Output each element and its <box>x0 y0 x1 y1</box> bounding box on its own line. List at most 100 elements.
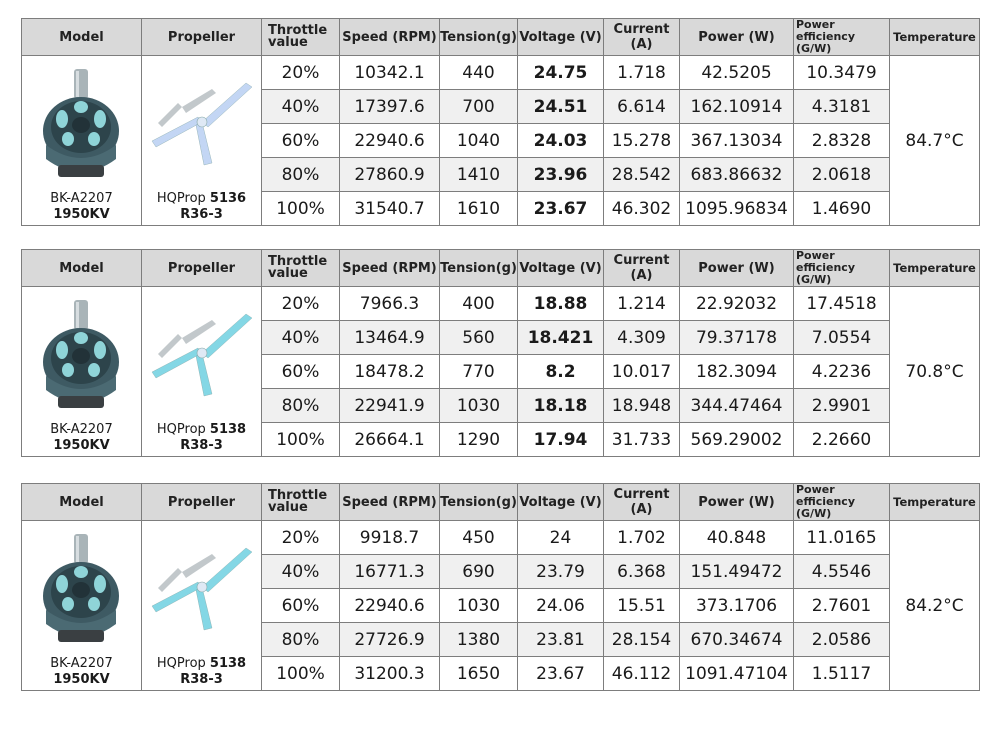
header-row: Model Propeller Throttle value Speed (RP… <box>21 483 980 521</box>
throttle-cell: 100% <box>261 191 340 226</box>
current-cell: 15.278 <box>603 123 680 158</box>
temperature-cell: 84.2°C <box>889 520 980 691</box>
efficiency-cell: 11.0165 <box>793 520 890 555</box>
speed-cell: 18478.2 <box>339 354 440 389</box>
table-row: 100% 31200.3 1650 23.67 46.112 1091.47104 1.51… <box>22 656 980 691</box>
current-cell: 46.302 <box>603 191 680 226</box>
model-cell: BK-A2207 1950KV <box>21 55 142 226</box>
model-kv: 1950KV <box>53 671 110 687</box>
speed-cell: 22940.6 <box>339 123 440 158</box>
efficiency-cell: 10.3479 <box>793 55 890 90</box>
tension-cell: 1290 <box>439 422 518 457</box>
propeller-icon <box>151 82 253 165</box>
table-row: 100% 31540.7 1610 23.67 46.302 1095.96834 1.46… <box>22 191 980 226</box>
speed-cell: 31540.7 <box>339 191 440 226</box>
model-name: BK-A2207 <box>50 190 113 206</box>
header-throttle: Throttle value <box>261 483 340 521</box>
throttle-cell: 60% <box>261 354 340 389</box>
header-temperature: Temperature <box>889 249 980 287</box>
throttle-cell: 60% <box>261 123 340 158</box>
header-current: Current (A) <box>603 249 680 287</box>
voltage-cell: 24.03 <box>517 123 604 158</box>
speed-cell: 17397.6 <box>339 89 440 124</box>
tension-cell: 1380 <box>439 622 518 657</box>
tension-cell: 1030 <box>439 388 518 423</box>
current-cell: 1.718 <box>603 55 680 90</box>
speed-cell: 16771.3 <box>339 554 440 589</box>
table-row: BK-A2207 1950KV HQProp 5138 R38-3 20% 991… <box>21 520 980 691</box>
temperature-cell: 70.8°C <box>889 286 980 457</box>
speed-cell: 31200.3 <box>339 656 440 691</box>
efficiency-cell: 2.7601 <box>793 588 890 623</box>
header-efficiency: Power efficiency (G/W) <box>793 249 890 287</box>
tension-cell: 1040 <box>439 123 518 158</box>
header-propeller: Propeller <box>141 483 262 521</box>
header-model: Model <box>21 18 142 56</box>
voltage-cell: 24.51 <box>517 89 604 124</box>
power-cell: 162.10914 <box>679 89 794 124</box>
table-row: BK-A2207 1950KV HQProp 5138 R38-3 20% 796… <box>21 286 980 457</box>
tension-cell: 1610 <box>439 191 518 226</box>
power-cell: 42.5205 <box>679 55 794 90</box>
throttle-cell: 20% <box>261 286 340 321</box>
motor-icon <box>43 533 119 642</box>
speed-cell: 26664.1 <box>339 422 440 457</box>
throttle-cell: 80% <box>261 622 340 657</box>
header-speed: Speed (RPM) <box>339 18 440 56</box>
motor-test-table-1: Model Propeller Throttle value Speed (RP… <box>21 18 980 226</box>
power-cell: 182.3094 <box>679 354 794 389</box>
throttle-cell: 60% <box>261 588 340 623</box>
propeller-cell: HQProp 5136 R36-3 <box>141 55 262 226</box>
header-efficiency: Power efficiency (G/W) <box>793 483 890 521</box>
speed-cell: 27860.9 <box>339 157 440 192</box>
header-power: Power (W) <box>679 249 794 287</box>
speed-cell: 22941.9 <box>339 388 440 423</box>
voltage-cell: 24.75 <box>517 55 604 90</box>
header-tension: Tension(g) <box>439 18 518 56</box>
header-model: Model <box>21 249 142 287</box>
header-tension: Tension(g) <box>439 483 518 521</box>
header-power: Power (W) <box>679 18 794 56</box>
table-row: 60% 22940.6 1040 24.03 15.278 367.13034 2.8328 <box>22 123 980 158</box>
propeller-model: R38-3 <box>180 671 223 687</box>
current-cell: 6.614 <box>603 89 680 124</box>
motor-test-table-3: Model Propeller Throttle value Speed (RP… <box>21 483 980 691</box>
voltage-cell: 24.06 <box>517 588 604 623</box>
table-row: 80% 27726.9 1380 23.81 28.154 670.34674 2.0586 <box>22 622 980 657</box>
header-current: Current (A) <box>603 18 680 56</box>
current-cell: 46.112 <box>603 656 680 691</box>
tension-cell: 700 <box>439 89 518 124</box>
voltage-cell: 18.421 <box>517 320 604 355</box>
throttle-cell: 40% <box>261 89 340 124</box>
current-cell: 6.368 <box>603 554 680 589</box>
throttle-cell: 20% <box>261 520 340 555</box>
speed-cell: 13464.9 <box>339 320 440 355</box>
speed-cell: 27726.9 <box>339 622 440 657</box>
tension-cell: 770 <box>439 354 518 389</box>
header-speed: Speed (RPM) <box>339 249 440 287</box>
voltage-cell: 18.18 <box>517 388 604 423</box>
table-row: 40% 13464.9 560 18.421 4.309 79.37178 7.0554 <box>22 320 980 355</box>
current-cell: 4.309 <box>603 320 680 355</box>
throttle-cell: 80% <box>261 388 340 423</box>
propeller-brand: HQProp <box>156 190 206 206</box>
current-cell: 31.733 <box>603 422 680 457</box>
current-cell: 1.214 <box>603 286 680 321</box>
efficiency-cell: 1.4690 <box>793 191 890 226</box>
propeller-size: 5138 <box>209 421 247 437</box>
voltage-cell: 18.88 <box>517 286 604 321</box>
tension-cell: 1030 <box>439 588 518 623</box>
propeller-cell: HQProp 5138 R38-3 <box>141 286 262 457</box>
power-cell: 40.848 <box>679 520 794 555</box>
efficiency-cell: 2.2660 <box>793 422 890 457</box>
header-speed: Speed (RPM) <box>339 483 440 521</box>
header-temperature: Temperature <box>889 483 980 521</box>
efficiency-cell: 7.0554 <box>793 320 890 355</box>
current-cell: 15.51 <box>603 588 680 623</box>
current-cell: 28.542 <box>603 157 680 192</box>
header-power: Power (W) <box>679 483 794 521</box>
propeller-icon <box>151 547 253 630</box>
power-cell: 367.13034 <box>679 123 794 158</box>
power-cell: 373.1706 <box>679 588 794 623</box>
power-cell: 344.47464 <box>679 388 794 423</box>
